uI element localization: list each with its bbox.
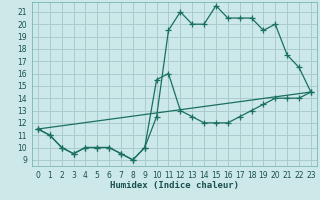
X-axis label: Humidex (Indice chaleur): Humidex (Indice chaleur) [110, 181, 239, 190]
